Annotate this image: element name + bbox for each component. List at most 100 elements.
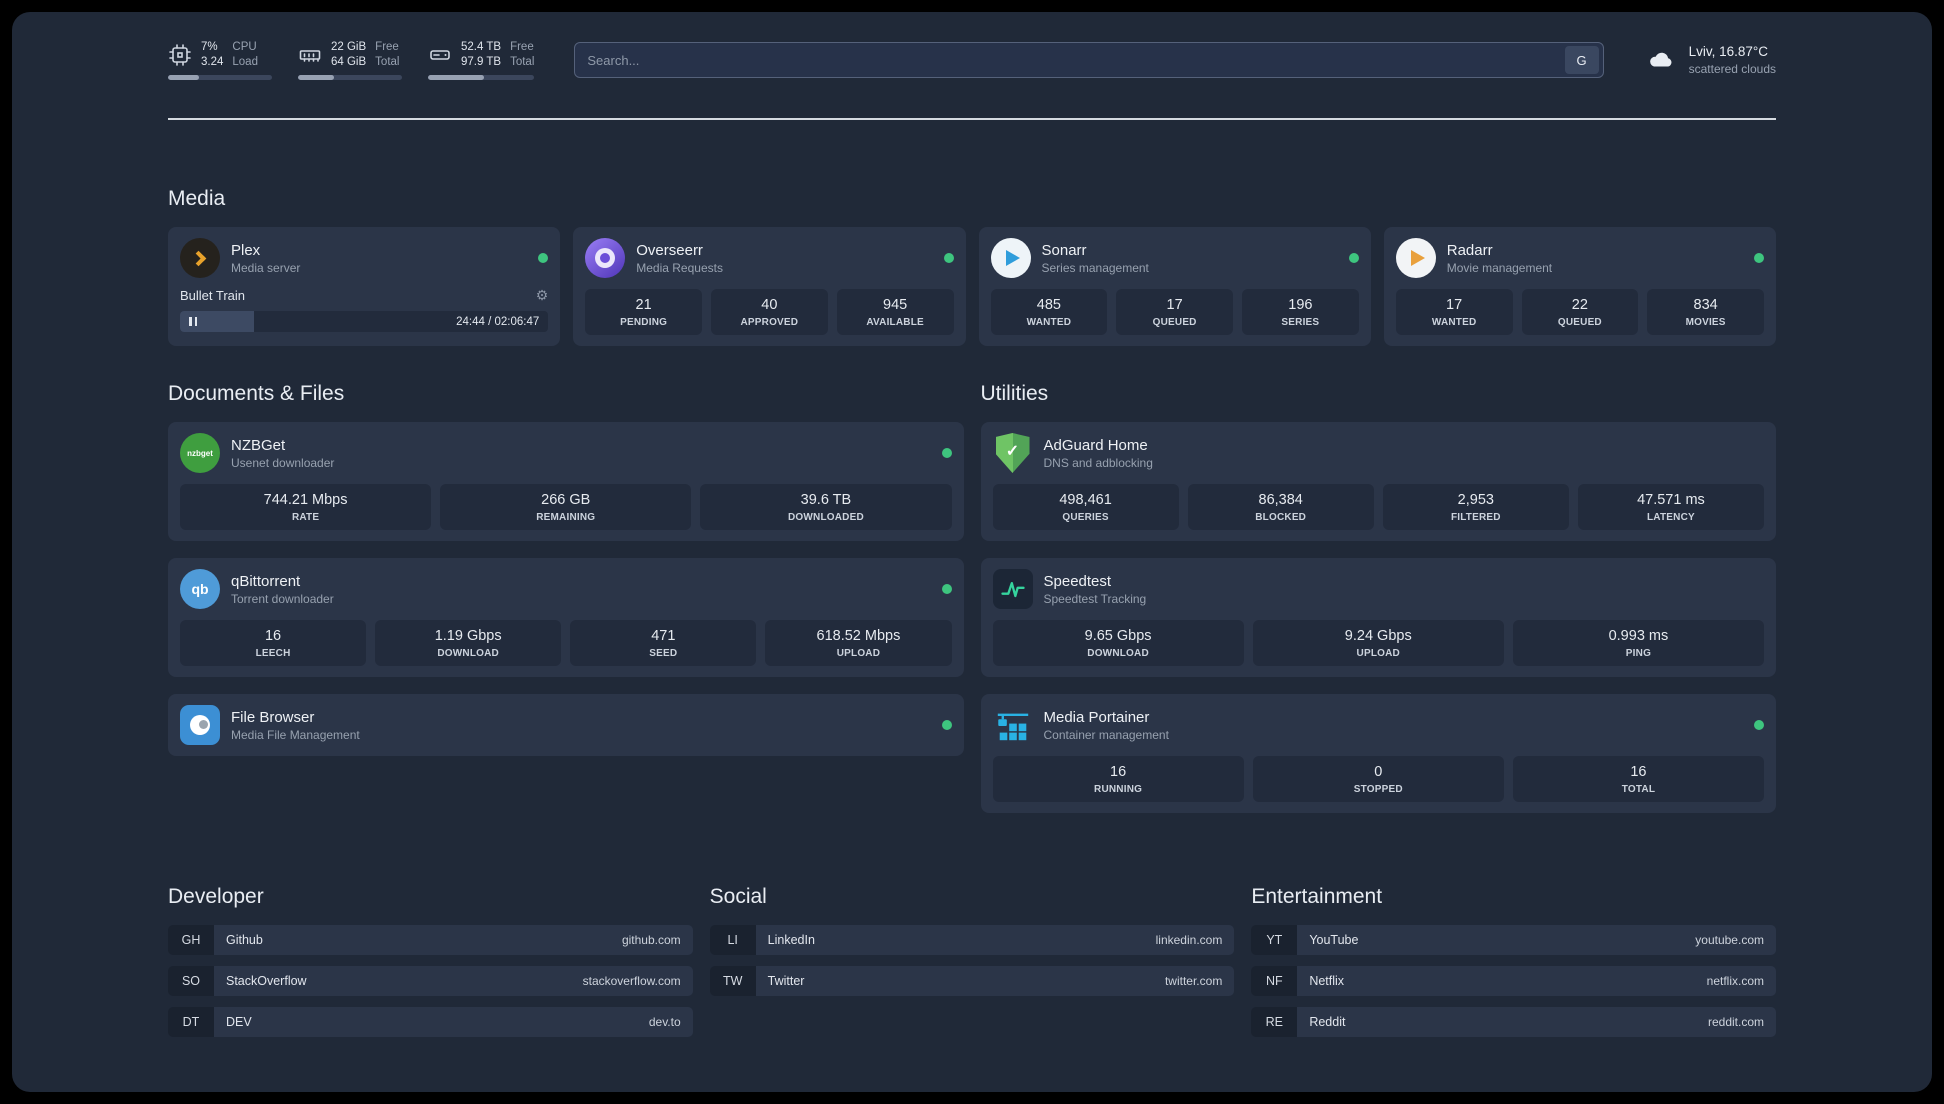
memory-icon [298,43,322,67]
app-card-portainer[interactable]: Media Portainer Container management 16 … [980,694,1776,813]
stat-value: 39.6 TB [800,492,852,508]
stat-tile: 945 AVAILABLE [836,289,954,335]
app-name: Sonarr [1041,241,1087,259]
bookmark-name: Reddit [1309,1015,1346,1029]
stat-tile: 16 TOTAL [1512,756,1765,802]
entertainment-section-title: Entertainment [1251,885,1383,908]
stat-label: MOVIES [1685,317,1726,328]
cpu-progress-fill [168,75,200,81]
stat-tile: 22 QUEUED [1521,289,1639,335]
plex-icon [180,238,220,278]
bookmarks-social: Social LI LinkedIn linkedin.com TW Twitt… [709,885,1235,1048]
stat-value: 618.52 Mbps [816,628,901,644]
bookmark-reddit[interactable]: RE Reddit reddit.com [1251,1007,1776,1037]
disk-progress-track [428,75,535,81]
search-provider-button[interactable]: G [1564,46,1599,74]
bookmark-netflix[interactable]: NF Netflix netflix.com [1251,966,1776,996]
cpu-label-1: CPU [232,40,257,53]
section-utilities: Utilities ✓ AdGuard Home DNS and adblock… [980,382,1776,813]
app-subtitle: Series management [1041,260,1149,275]
bookmark-abbr: SO [168,966,214,996]
stat-label: SEED [649,648,678,659]
stat-value: 0 [1374,764,1383,780]
app-card-radarr[interactable]: Radarr Movie management 17 WANTED 22 QUE… [1383,227,1776,346]
disk-progress-fill [428,75,485,81]
bookmark-abbr: RE [1251,1007,1298,1037]
stat-value: 86,384 [1258,492,1303,508]
app-subtitle: Usenet downloader [231,455,335,470]
app-card-overseerr[interactable]: Overseerr Media Requests 21 PENDING 40 A… [573,227,966,346]
bookmark-name: YouTube [1309,933,1359,947]
memory-label-1: Free [375,40,399,53]
stat-label: STOPPED [1353,784,1403,795]
status-dot [943,253,954,263]
app-card-speedtest[interactable]: Speedtest Speedtest Tracking 9.65 Gbps D… [980,558,1776,677]
stat-value: 21 [635,297,652,313]
bookmark-github[interactable]: GH Github github.com [168,925,693,955]
app-name: qBittorrent [231,572,301,590]
stat-tile: 16 RUNNING [992,756,1244,802]
bookmark-linkedin[interactable]: LI LinkedIn linkedin.com [709,925,1235,955]
memory-total-value: 64 GiB [331,55,367,68]
app-card-adguard[interactable]: ✓ AdGuard Home DNS and adblocking 498,46… [980,422,1776,541]
bookmark-twitter[interactable]: TW Twitter twitter.com [709,966,1235,996]
bookmark-abbr: GH [168,925,214,955]
pause-icon[interactable] [189,317,197,326]
app-subtitle: Container management [1043,727,1169,742]
stat-tile: 196 SERIES [1242,289,1359,335]
overseerr-icon [585,238,626,278]
nzbget-icon: nzbget [180,433,220,473]
app-name: Plex [231,241,261,259]
stat-value: 17 [1166,297,1183,313]
stat-tile: 9.24 Gbps UPLOAD [1252,620,1504,666]
stat-label: TOTAL [1621,784,1656,795]
speedtest-icon [992,569,1033,609]
status-dot [941,720,952,730]
stat-tile: 86,384 BLOCKED [1187,484,1374,530]
stat-value: 17 [1446,297,1463,313]
memory-progress-fill [298,75,335,81]
sonarr-icon [990,238,1031,278]
stat-label: UPLOAD [836,648,881,659]
stat-label: BLOCKED [1255,512,1307,523]
memory-metric: 22 GiB 64 GiB Free Total [298,40,402,81]
bookmark-url: netflix.com [1706,974,1764,988]
stat-tile: 471 SEED [570,620,757,666]
stat-tile: 834 MOVIES [1647,289,1764,335]
status-dot [538,253,549,263]
bookmark-url: github.com [621,933,681,947]
stat-value: 2,953 [1457,492,1494,508]
stat-tile: 17 WANTED [1395,289,1513,335]
bookmarks-developer: Developer GH Github github.com SO StackO… [168,885,693,1048]
app-name: AdGuard Home [1043,436,1148,454]
bookmark-name: Twitter [767,974,805,988]
stat-label: FILTERED [1450,512,1501,523]
player-progress-bar[interactable]: 24:44 / 02:06:47 [180,311,549,332]
status-dot [1754,720,1764,730]
app-card-filebrowser[interactable]: File Browser Media File Management [168,694,964,756]
weather-widget: Lviv, 16.87°C scattered clouds [1644,43,1776,77]
cpu-percent-value: 7% [201,40,218,53]
documents-section-title: Documents & Files [168,382,345,405]
stat-tile: 40 APPROVED [711,289,828,335]
bookmark-url: linkedin.com [1155,933,1223,947]
app-card-qbittorrent[interactable]: qb qBittorrent Torrent downloader 16 LEE… [168,558,964,677]
bookmark-name: StackOverflow [226,974,307,988]
bookmark-youtube[interactable]: YT YouTube youtube.com [1251,925,1776,955]
weather-location: Lviv, 16.87°C [1688,43,1769,59]
app-card-sonarr[interactable]: Sonarr Series management 485 WANTED 17 Q… [978,227,1371,346]
bookmark-dev[interactable]: DT DEV dev.to [168,1007,693,1037]
cpu-label-2: Load [232,55,258,68]
radarr-icon [1395,238,1436,278]
bookmark-name: Netflix [1309,974,1345,988]
disk-label-1: Free [510,40,534,53]
bookmark-stackoverflow[interactable]: SO StackOverflow stackoverflow.com [168,966,693,996]
bookmark-url: dev.to [648,1015,681,1029]
app-card-nzbget[interactable]: nzbget NZBGet Usenet downloader 744.21 M… [168,422,964,541]
gear-icon[interactable]: ⚙ [535,287,549,303]
stat-tile: 39.6 TB DOWNLOADED [700,484,952,530]
disk-total-value: 97.9 TB [461,55,502,68]
search-bar[interactable]: G [574,42,1604,78]
search-input[interactable] [587,52,1565,68]
app-card-plex[interactable]: Plex Media server Bullet Train ⚙ [168,227,561,346]
